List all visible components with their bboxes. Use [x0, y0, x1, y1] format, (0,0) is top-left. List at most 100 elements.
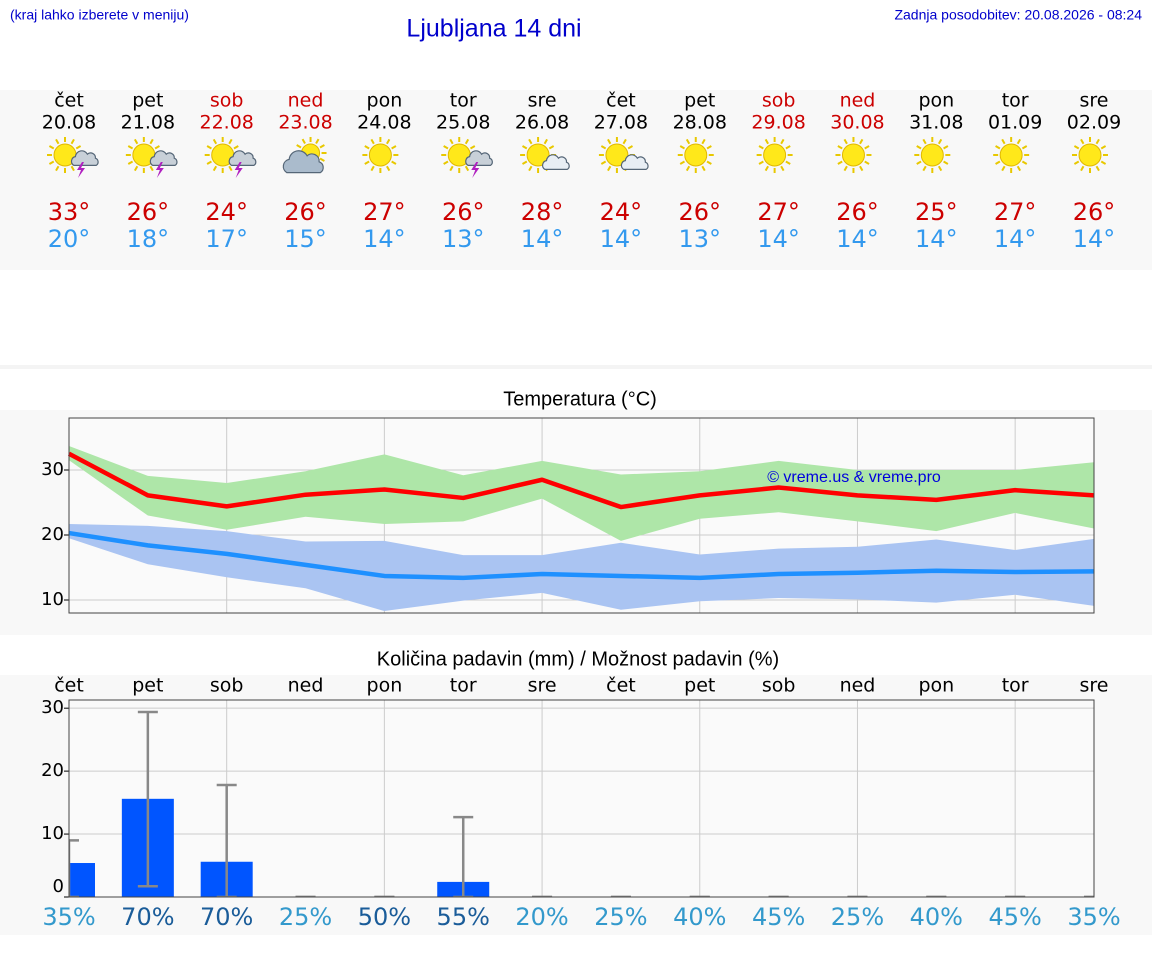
sun-ray: [607, 165, 612, 172]
weather-icon: [362, 137, 399, 173]
x-category-label: čet: [54, 675, 84, 697]
sun-ray: [1080, 138, 1085, 145]
sun-ray: [937, 165, 943, 172]
high-temp: 26°: [836, 198, 879, 226]
sun-ray: [469, 145, 476, 150]
sun-ray: [1095, 138, 1100, 145]
sun-ray: [758, 160, 764, 165]
low-temp: 14°: [1073, 225, 1116, 253]
low-temp: 17°: [205, 225, 248, 253]
sun-ray: [679, 160, 686, 165]
high-temp: 27°: [363, 198, 406, 226]
sun-ray: [521, 145, 528, 150]
low-temp: 13°: [678, 225, 721, 253]
error-bar: [453, 815, 474, 897]
chart-title: Količina padavin (mm) / Možnost padavin …: [377, 648, 779, 670]
sun-ray: [706, 145, 712, 150]
chart-title: Temperatura (°C): [503, 388, 657, 410]
low-temp: 14°: [600, 225, 643, 253]
low-temp: 13°: [442, 225, 485, 253]
high-temp: 25°: [915, 198, 958, 226]
date: 31.08: [909, 112, 963, 134]
sun-ray: [391, 145, 397, 150]
plot-border: [68, 417, 1095, 614]
low-temp: 14°: [915, 225, 958, 253]
weekday: tor: [450, 90, 477, 112]
date: 28.08: [673, 112, 727, 134]
date: 29.08: [751, 112, 805, 134]
sun-ray: [206, 145, 212, 150]
bars: [69, 710, 1094, 897]
weekday: čet: [54, 90, 84, 112]
sun-ray: [607, 138, 612, 145]
sun-ray: [464, 138, 470, 145]
x-category-label: ned: [288, 675, 324, 697]
weekday: ned: [288, 90, 324, 112]
sun-ray: [1095, 165, 1100, 172]
sun-ray: [319, 144, 325, 149]
sun-ray: [764, 165, 769, 172]
probability-label: 45%: [988, 903, 1041, 931]
sun-ray: [212, 138, 218, 145]
separator: [0, 365, 1152, 369]
probability-label: 25%: [594, 903, 647, 931]
sun-ray: [391, 160, 397, 165]
sun-ray: [55, 165, 60, 172]
x-category-label: tor: [450, 675, 477, 697]
error-bar: [216, 783, 237, 897]
probability-label: 40%: [910, 903, 963, 931]
low-temp: 18°: [127, 225, 170, 253]
low-temp: 20°: [48, 225, 91, 253]
weekday: sre: [528, 90, 557, 112]
sun-ray: [548, 145, 555, 150]
x-category-label: tor: [1002, 675, 1029, 697]
high-temp: 26°: [284, 198, 327, 226]
date: 27.08: [594, 112, 648, 134]
probability-label: 45%: [752, 903, 805, 931]
sun-ray: [149, 165, 154, 172]
sun-ray: [528, 138, 533, 145]
watermark: © vreme.us & vreme.pro: [767, 469, 941, 486]
probability-label: 50%: [358, 903, 411, 931]
x-category-label: pon: [918, 675, 954, 697]
sun-ray: [443, 145, 449, 150]
weekday: ned: [840, 90, 876, 112]
sun-ray: [370, 165, 375, 172]
weather-icon: [520, 137, 570, 173]
sun-ray: [364, 145, 370, 150]
weather-icon: [47, 137, 99, 178]
weekday: tor: [1002, 90, 1029, 112]
sun-ray: [149, 138, 154, 145]
header-note: (kraj lahko izberete v meniju): [10, 7, 189, 23]
cloud: [282, 150, 324, 174]
sun-ray: [943, 160, 949, 165]
sun-ray: [233, 145, 239, 150]
high-temp: 24°: [600, 198, 643, 226]
sun-ray: [543, 138, 548, 145]
range-band: [69, 523, 1094, 612]
sun-ray: [449, 138, 454, 145]
sun-ray: [48, 160, 55, 165]
sun-ray: [685, 165, 691, 172]
weather-icon: [441, 137, 493, 178]
sun-ray: [296, 144, 302, 149]
weather-icon: [993, 137, 1030, 173]
probability-label: 35%: [1067, 903, 1120, 931]
sun-ray: [916, 160, 922, 165]
weekday: sre: [1080, 90, 1109, 112]
error-bar: [137, 710, 158, 888]
sun-ray: [1021, 160, 1028, 165]
sun-ray: [301, 138, 306, 144]
high-temp: 27°: [994, 198, 1037, 226]
sun-ray: [1021, 145, 1028, 150]
x-category-label: sob: [210, 675, 244, 697]
sun-ray: [1016, 138, 1022, 145]
sun-disc: [684, 143, 708, 167]
sun-ray: [943, 145, 949, 150]
cloud: [149, 150, 178, 166]
sun-disc: [841, 143, 865, 167]
sun-disc: [999, 143, 1023, 167]
sun-ray: [1100, 160, 1107, 165]
low-temp: 14°: [836, 225, 879, 253]
